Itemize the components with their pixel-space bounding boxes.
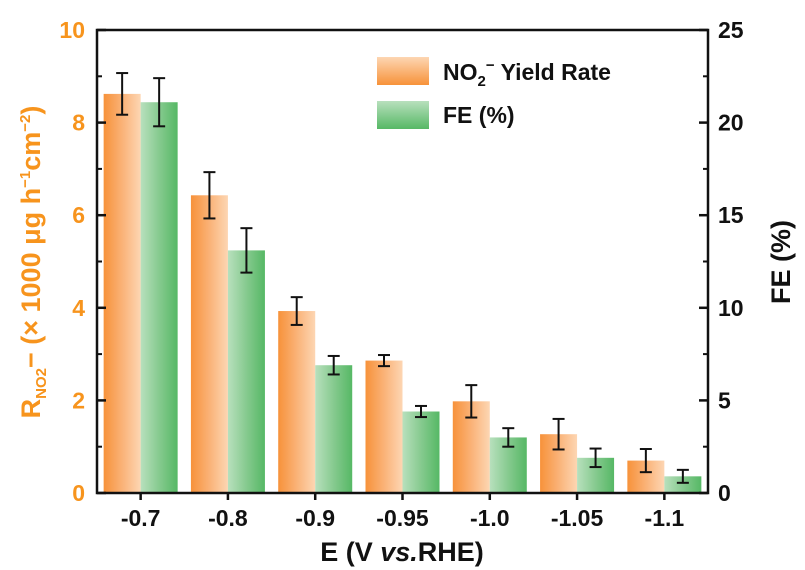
left-tick-label: 4 xyxy=(72,295,85,321)
right-tick-label: 5 xyxy=(718,387,731,413)
left-tick-label: 2 xyxy=(72,387,85,413)
bar-fe-0 xyxy=(140,102,178,493)
bar-yield-rate-1 xyxy=(190,195,228,493)
right-tick-label: 0 xyxy=(718,480,731,506)
left-axis-ticks: 0 2 4 6 8 10 xyxy=(59,17,106,506)
x-tick-label: -0.7 xyxy=(121,505,161,531)
left-tick-label: 10 xyxy=(59,17,85,43)
x-axis-ticks: -0.7 -0.8 -0.9 -0.95 -1.0 -1.05 -1.1 xyxy=(121,493,685,531)
right-axis-ticks: 0 5 10 15 20 25 xyxy=(699,17,744,506)
legend-label-fe: FE (%) xyxy=(443,102,515,128)
left-tick-label: 8 xyxy=(72,110,85,136)
right-tick-label: 25 xyxy=(718,17,744,43)
left-tick-label: 0 xyxy=(72,480,85,506)
x-axis-title: E (V vs.RHE) xyxy=(320,537,484,567)
bar-fe-3 xyxy=(402,411,440,493)
bars-layer xyxy=(103,93,702,494)
bar-fe-6 xyxy=(664,476,702,493)
x-tick-label: -0.95 xyxy=(376,505,429,531)
legend-label-yield-rate: NO2− Yield Rate xyxy=(443,57,611,90)
right-tick-label: 10 xyxy=(718,295,744,321)
bar-yield-rate-2 xyxy=(278,311,316,493)
bar-yield-rate-0 xyxy=(103,93,141,494)
bar-yield-rate-3 xyxy=(365,360,403,493)
bar-fe-1 xyxy=(227,250,265,493)
legend-swatch-yield-rate xyxy=(377,57,429,85)
error-bars-layer xyxy=(116,72,689,484)
x-tick-label: -0.9 xyxy=(295,505,335,531)
legend: NO2− Yield Rate FE (%) xyxy=(377,57,611,129)
x-tick-label: -0.8 xyxy=(208,505,248,531)
right-axis-title: FE (%) xyxy=(766,220,796,304)
legend-swatch-fe xyxy=(377,101,429,129)
left-tick-label: 6 xyxy=(72,202,85,228)
left-axis-title: RNO2− (× 1000 μg h−1cm−2) xyxy=(16,106,50,419)
right-tick-label: 20 xyxy=(718,110,744,136)
x-tick-label: -1.05 xyxy=(551,505,604,531)
right-tick-label: 15 xyxy=(718,202,744,228)
x-tick-label: -1.1 xyxy=(645,505,685,531)
bar-fe-2 xyxy=(315,365,353,493)
x-tick-label: -1.0 xyxy=(470,505,510,531)
